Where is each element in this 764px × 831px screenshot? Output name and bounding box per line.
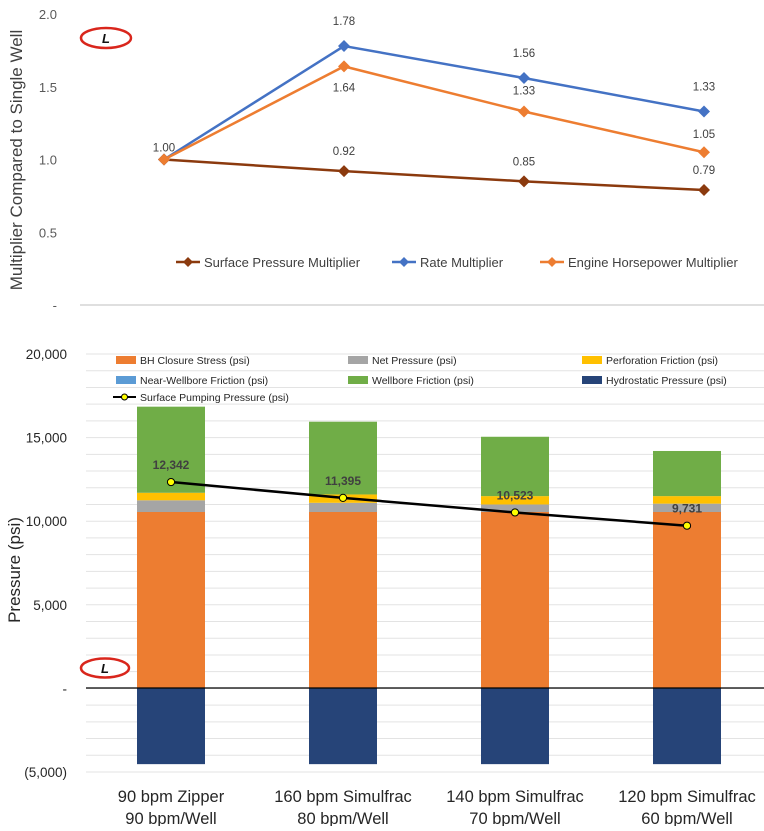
multiplier-series-line — [163, 158, 705, 192]
pressure-category-label: 70 bpm/Well — [469, 810, 560, 826]
pressure-category-label: 80 bpm/Well — [297, 810, 388, 826]
surface-pumping-legend-label: Surface Pumping Pressure (psi) — [140, 392, 289, 404]
pressure-legend-swatch — [348, 376, 368, 384]
pressure-legend-swatch — [582, 376, 602, 384]
pressure-legend-swatch — [348, 356, 368, 364]
surface-pumping-legend-marker — [121, 393, 128, 401]
pressure-bar-segment — [653, 450, 721, 497]
pressure-bar-segment — [309, 512, 377, 689]
multiplier-point-marker — [338, 60, 350, 73]
multiplier-point-marker — [518, 105, 530, 118]
pressure-bar-segment — [481, 688, 549, 765]
multiplier-data-label: 0.79 — [693, 165, 715, 177]
pressure-y-tick: - — [63, 681, 68, 696]
multiplier-point-marker — [698, 184, 710, 197]
pressure-y-tick: 10,000 — [26, 514, 67, 529]
liberty-logo-top: L — [79, 26, 133, 50]
pressure-bar-segment — [309, 421, 377, 495]
multiplier-y-tick: 0.5 — [39, 225, 57, 240]
pressure-y-tick: (5,000) — [24, 765, 67, 780]
pressure-category-label: 90 bpm/Well — [125, 810, 216, 826]
surface-pumping-data-label: 11,395 — [325, 474, 361, 488]
multiplier-point-marker — [698, 105, 710, 118]
multiplier-y-axis-title: Multiplier Compared to Single Well — [7, 30, 26, 290]
multiplier-legend-label: Rate Multiplier — [420, 255, 504, 270]
pressure-legend-swatch — [116, 376, 136, 384]
multiplier-data-label: 1.64 — [333, 82, 356, 94]
pressure-legend-label: Net Pressure (psi) — [372, 355, 457, 367]
multiplier-point-marker — [158, 153, 170, 166]
multiplier-legend-label: Surface Pressure Multiplier — [204, 255, 361, 270]
surface-pumping-marker — [510, 508, 520, 517]
surface-pumping-data-label: 12,342 — [153, 458, 190, 472]
multiplier-legend-label: Engine Horsepower Multiplier — [568, 255, 738, 270]
multiplier-point-marker — [698, 146, 710, 159]
multiplier-y-tick: 1.0 — [39, 153, 57, 168]
multiplier-data-label: 1.00 — [153, 143, 175, 155]
pressure-legend-label: Wellbore Friction (psi) — [372, 375, 474, 387]
multiplier-data-label: 1.05 — [693, 129, 715, 141]
pressure-legend-label: Perforation Friction (psi) — [606, 355, 718, 367]
multiplier-legend-marker — [547, 257, 557, 267]
multiplier-point-marker — [338, 165, 350, 178]
multiplier-data-label: 1.33 — [513, 85, 535, 97]
surface-pumping-line — [170, 480, 688, 527]
pressure-legend-label: Near-Wellbore Friction (psi) — [140, 375, 268, 387]
multiplier-legend-marker — [399, 257, 409, 267]
pressure-category-label: 120 bpm Simulfrac — [618, 788, 756, 806]
pressure-bar-segment — [137, 500, 205, 513]
multiplier-y-tick: 1.5 — [39, 80, 57, 95]
pressure-y-axis-title: Pressure (psi) — [5, 517, 24, 623]
pressure-bar-segment — [481, 496, 549, 505]
multiplier-chart: - 0.5 1.0 1.5 2.0 Multiplier Compared to Sin… — [7, 7, 764, 313]
pressure-legend-label: Hydrostatic Pressure (psi) — [606, 375, 727, 387]
multiplier-point-marker — [518, 72, 530, 85]
pressure-bar-segment — [137, 688, 205, 765]
multiplier-series-line — [163, 44, 705, 161]
pressure-bar-segment — [481, 504, 549, 513]
multiplier-series-line — [163, 65, 705, 161]
surface-pumping-marker — [166, 477, 176, 487]
pressure-category-label: 140 bpm Simulfrac — [446, 788, 584, 806]
pressure-legend-swatch — [116, 356, 136, 364]
pressure-category-label: 160 bpm Simulfrac — [274, 788, 412, 806]
pressure-bar-segment — [653, 512, 721, 689]
multiplier-y-tick: - — [53, 298, 57, 313]
multiplier-legend-marker — [183, 257, 193, 267]
pressure-y-tick: 5,000 — [33, 598, 67, 613]
pressure-bar-segment — [653, 496, 721, 504]
pressure-bar-segment — [309, 502, 377, 513]
pressure-category-label: 60 bpm/Well — [641, 810, 732, 826]
pressure-y-tick: 15,000 — [26, 431, 67, 446]
pressure-bar-segment — [481, 436, 549, 497]
pressure-chart: (5,000) - 5,000 10,000 15,000 20,000 Pressure… — [5, 347, 764, 828]
multiplier-data-label: 0.92 — [333, 146, 355, 158]
surface-pumping-marker — [338, 493, 348, 502]
pressure-bar-segment — [137, 512, 205, 689]
pressure-bar-segment — [653, 503, 721, 513]
multiplier-data-label: 1.33 — [693, 81, 715, 93]
pressure-bar-segment — [309, 688, 377, 765]
pressure-bar-segment — [137, 492, 205, 501]
surface-pumping-marker — [682, 521, 692, 530]
pressure-legend-swatch — [582, 356, 602, 364]
pressure-y-tick: 20,000 — [26, 347, 67, 362]
pressure-bar-segment — [481, 512, 549, 689]
pressure-category-label: 90 bpm Zipper — [118, 788, 225, 806]
pressure-legend-label: BH Closure Stress (psi) — [140, 355, 250, 367]
multiplier-data-label: 0.85 — [513, 156, 535, 168]
multiplier-data-label: 1.56 — [513, 48, 535, 60]
svg-text:L: L — [102, 31, 110, 46]
multiplier-y-tick: 2.0 — [39, 7, 57, 22]
svg-text:L: L — [101, 661, 109, 676]
liberty-logo-bottom: L — [79, 657, 131, 679]
multiplier-data-label: 1.78 — [333, 16, 355, 28]
pressure-bar-segment — [653, 688, 721, 765]
surface-pumping-data-label: 9,731 — [672, 502, 702, 516]
surface-pumping-data-label: 10,523 — [497, 488, 534, 502]
multiplier-point-marker — [518, 175, 530, 188]
multiplier-point-marker — [338, 40, 350, 53]
